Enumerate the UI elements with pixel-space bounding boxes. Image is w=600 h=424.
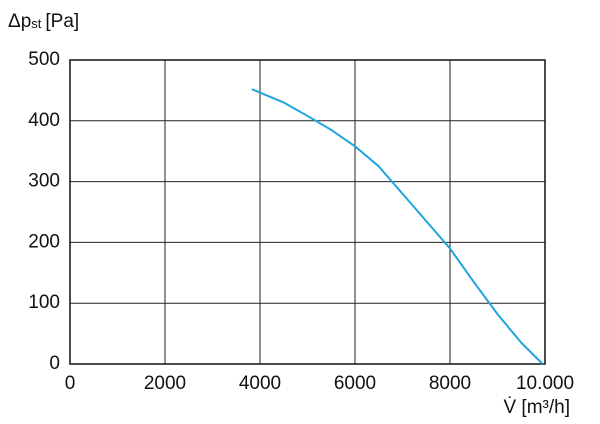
y-tick-label: 500 [28, 49, 60, 70]
x-tick-label: 10.000 [516, 373, 574, 394]
y-tick-label: 400 [28, 110, 60, 131]
x-axis-label: V̇ [m³/h] [503, 397, 570, 418]
y-label-subscript: st [31, 16, 42, 31]
x-tick-label: 8000 [429, 373, 471, 394]
plot-frame [69, 59, 546, 365]
y-axis-label: Δpst [Pa] [8, 11, 79, 32]
curve [251, 88, 544, 365]
x-tick-label: 6000 [334, 373, 376, 394]
x-tick-label: 0 [65, 373, 76, 394]
y-label-unit: [Pa] [45, 11, 79, 32]
y-tick-label: 200 [28, 231, 60, 252]
x-tick-label: 2000 [144, 373, 186, 394]
y-tick-label: 100 [28, 292, 60, 313]
y-tick-label: 0 [49, 353, 60, 374]
x-tick-label: 4000 [239, 373, 281, 394]
y-tick-label: 300 [28, 171, 60, 192]
y-label-symbol: Δp [8, 11, 31, 32]
